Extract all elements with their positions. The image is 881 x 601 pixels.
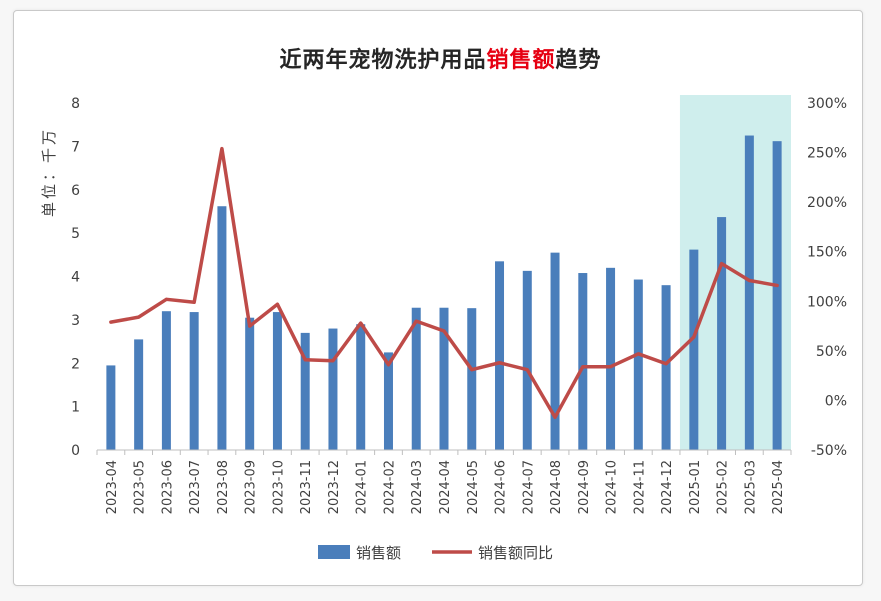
bar xyxy=(717,217,727,450)
axes xyxy=(96,449,792,455)
bar xyxy=(356,324,366,450)
legend-line-label: 销售额同比 xyxy=(478,544,553,562)
x-tick-label: 2024-12 xyxy=(660,460,675,514)
y-right-tick-label: 300% xyxy=(807,96,847,112)
x-tick-label: 2024-05 xyxy=(466,460,481,514)
axis-labels: 0 1 2 3 4 5 6 7 8 -50% 0% 50% 100% 150% 200% 250% 300% 单位… xyxy=(40,96,847,514)
bar xyxy=(134,339,144,450)
bar xyxy=(106,365,116,450)
x-tick-label: 2023-07 xyxy=(188,460,203,514)
x-tick-label: 2023-04 xyxy=(105,460,120,514)
y-left-tick-label: 8 xyxy=(71,96,80,112)
bar xyxy=(606,267,616,450)
x-tick-label: 2024-06 xyxy=(494,460,509,514)
y-left-tick-label: 6 xyxy=(71,183,80,199)
x-tick-label: 2024-02 xyxy=(382,460,397,514)
bar xyxy=(578,273,588,450)
title-highlight: 销售额 xyxy=(486,48,556,73)
y-left-tick-label: 0 xyxy=(71,443,80,459)
bar xyxy=(383,352,393,450)
x-tick-label: 2024-11 xyxy=(632,460,647,514)
bar xyxy=(161,311,171,450)
bar xyxy=(272,312,282,450)
x-tick-label: 2023-11 xyxy=(299,460,314,514)
x-tick-label: 2024-03 xyxy=(410,460,425,514)
x-tick-label: 2023-08 xyxy=(216,460,231,514)
legend-bar-label: 销售额 xyxy=(356,544,401,562)
y-right-tick-label: 250% xyxy=(807,146,847,162)
y-right-tick-label: 100% xyxy=(807,294,847,310)
x-tick-label: 2023-12 xyxy=(327,460,342,514)
x-tick-label: 2023-09 xyxy=(244,460,259,514)
bar xyxy=(217,206,227,450)
bar xyxy=(689,249,699,450)
bar xyxy=(245,317,255,450)
y-left-axis-title: 单位：千万 xyxy=(40,127,58,217)
bar xyxy=(328,328,338,450)
y-left-tick-label: 1 xyxy=(71,400,80,416)
x-tick-label: 2024-04 xyxy=(438,460,453,514)
legend-bar-swatch xyxy=(318,545,350,559)
y-right-tick-label: -50% xyxy=(811,443,847,459)
bar xyxy=(550,252,560,450)
bar xyxy=(300,332,310,450)
y-right-tick-label: 50% xyxy=(816,344,847,360)
yoy-line xyxy=(109,146,779,420)
bar xyxy=(744,135,754,450)
bar xyxy=(633,279,643,450)
line-series xyxy=(109,146,779,420)
x-tick-label: 2024-01 xyxy=(355,460,370,514)
x-tick-label: 2024-10 xyxy=(605,460,620,514)
x-tick-label: 2025-02 xyxy=(716,460,731,514)
title-prefix: 近两年宠物洗护用品 xyxy=(279,48,487,73)
bar xyxy=(661,285,671,450)
bar xyxy=(439,307,449,450)
y-left-tick-label: 4 xyxy=(71,270,80,286)
bar xyxy=(467,308,477,450)
x-tick-label: 2024-09 xyxy=(577,460,592,514)
x-tick-label: 2025-04 xyxy=(771,460,786,514)
bar xyxy=(495,261,505,450)
bar-series xyxy=(106,135,782,451)
y-right-tick-label: 150% xyxy=(807,245,847,261)
x-tick-label: 2024-08 xyxy=(549,460,564,514)
y-right-tick-label: 200% xyxy=(807,195,847,211)
x-tick-label: 2025-03 xyxy=(743,460,758,514)
y-left-tick-label: 3 xyxy=(71,313,80,329)
bar xyxy=(411,307,421,450)
x-tick-label: 2024-07 xyxy=(521,460,536,514)
x-tick-label: 2023-05 xyxy=(133,460,148,514)
y-left-tick-label: 2 xyxy=(71,356,80,372)
chart-title: 近两年宠物洗护用品销售额趋势 xyxy=(0,42,881,74)
bar xyxy=(522,270,532,450)
x-tick-label: 2023-10 xyxy=(271,460,286,514)
x-tick-label: 2025-01 xyxy=(688,460,703,514)
y-left-tick-label: 5 xyxy=(71,226,80,242)
bar xyxy=(189,312,199,450)
title-suffix: 趋势 xyxy=(555,48,602,73)
x-tick-label: 2023-06 xyxy=(160,460,175,514)
y-right-tick-label: 0% xyxy=(825,393,847,409)
bar xyxy=(772,141,782,451)
y-left-tick-label: 7 xyxy=(71,139,80,155)
legend: 销售额 销售额同比 xyxy=(318,544,553,562)
